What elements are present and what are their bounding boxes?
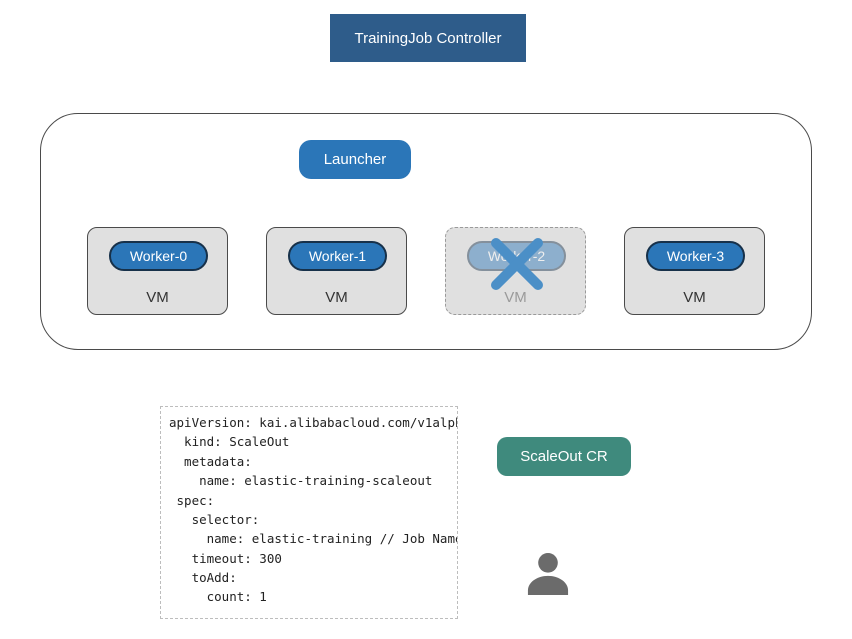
scaleout-cr-label: ScaleOut CR bbox=[520, 448, 608, 465]
code-line-8: toAdd: bbox=[169, 570, 237, 585]
code-line-3: name: elastic-training-scaleout bbox=[169, 473, 432, 488]
launcher-box: Launcher bbox=[299, 140, 411, 179]
user-icon bbox=[520, 546, 576, 602]
worker-1-pill: Worker-1 bbox=[288, 241, 387, 271]
worker-1-label: Worker-1 bbox=[309, 248, 366, 264]
vm-1-label: VM bbox=[267, 289, 406, 306]
worker-3-label: Worker-3 bbox=[667, 248, 724, 264]
worker-3-pill: Worker-3 bbox=[646, 241, 745, 271]
worker-0-label: Worker-0 bbox=[130, 248, 187, 264]
code-line-4: spec: bbox=[169, 493, 214, 508]
vm-box-2: Worker-2 VM bbox=[445, 227, 586, 315]
trainingjob-controller-label: TrainingJob Controller bbox=[354, 30, 501, 47]
worker-2-pill: Worker-2 bbox=[467, 241, 566, 271]
vm-box-3: Worker-3 VM bbox=[624, 227, 765, 315]
worker-0-pill: Worker-0 bbox=[109, 241, 208, 271]
vm-box-0: Worker-0 VM bbox=[87, 227, 228, 315]
code-line-9: count: 1 bbox=[169, 589, 267, 604]
code-line-5: selector: bbox=[169, 512, 259, 527]
yaml-code-panel: apiVersion: kai.alibabacloud.com/v1alpha… bbox=[160, 406, 458, 619]
code-line-6: name: elastic-training // Job Name bbox=[169, 531, 458, 546]
vm-0-label: VM bbox=[88, 289, 227, 306]
launcher-label: Launcher bbox=[324, 151, 387, 168]
scaleout-cr-box: ScaleOut CR bbox=[497, 437, 631, 476]
vm-3-label: VM bbox=[625, 289, 764, 306]
vm-2-label: VM bbox=[446, 289, 585, 306]
trainingjob-controller-box: TrainingJob Controller bbox=[330, 14, 526, 62]
code-line-1: kind: ScaleOut bbox=[169, 434, 289, 449]
code-line-7: timeout: 300 bbox=[169, 551, 282, 566]
worker-2-label: Worker-2 bbox=[488, 248, 545, 264]
code-line-2: metadata: bbox=[169, 454, 252, 469]
vm-box-1: Worker-1 VM bbox=[266, 227, 407, 315]
code-line-0: apiVersion: kai.alibabacloud.com/v1alpha… bbox=[169, 415, 458, 430]
